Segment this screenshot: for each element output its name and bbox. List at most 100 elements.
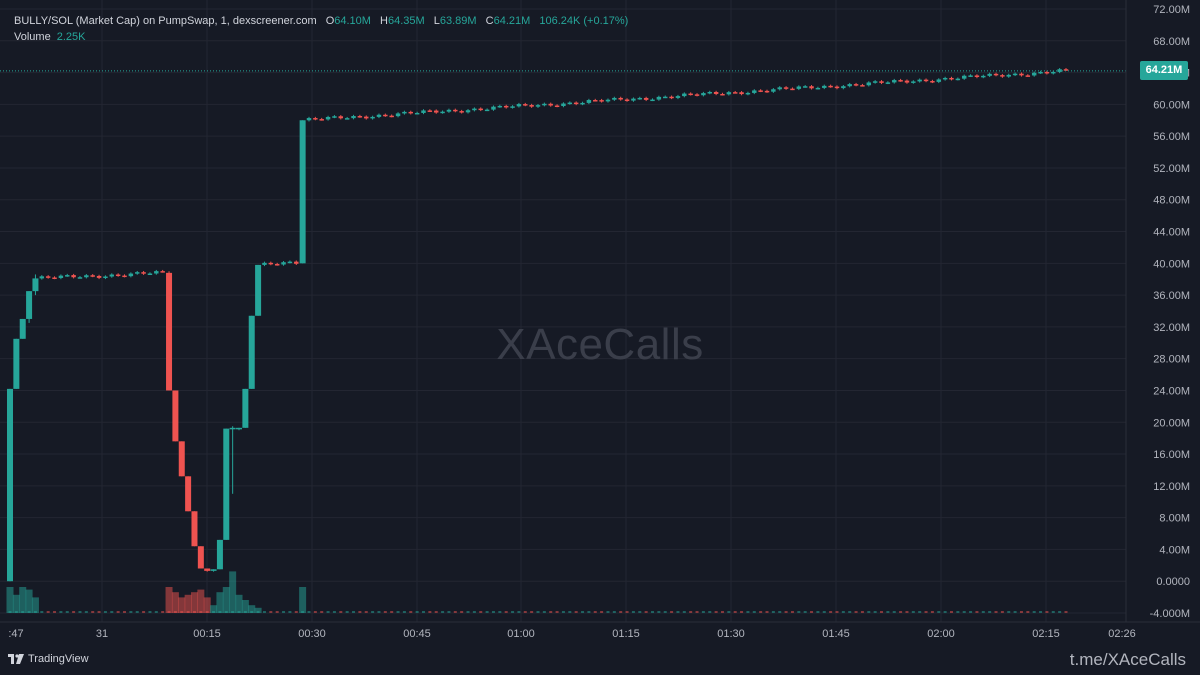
- candle-up: [847, 84, 852, 87]
- open-value: 64.10M: [334, 15, 371, 27]
- volume-tick: [479, 611, 483, 613]
- candle-up: [586, 100, 592, 103]
- volume-tick: [161, 611, 165, 613]
- volume-tick: [727, 611, 731, 613]
- close-label: C: [485, 15, 494, 27]
- volume-tick: [994, 611, 998, 613]
- candle-down: [185, 476, 192, 512]
- x-tick-label: :47: [8, 628, 23, 640]
- volume-tick: [899, 611, 903, 613]
- candle-up: [961, 75, 967, 79]
- candle-down: [713, 91, 719, 94]
- tradingview-logo[interactable]: TradingView: [8, 653, 89, 665]
- y-tick-label: -4.000M: [1150, 608, 1190, 620]
- candle-up: [7, 388, 13, 582]
- volume-tick: [288, 611, 292, 613]
- volume-tick: [205, 611, 209, 613]
- volume-tick: [1019, 611, 1023, 613]
- candle-up: [19, 318, 26, 339]
- volume-tick: [199, 611, 203, 613]
- price-axis[interactable]: -4.000M 0.0000 4.00M 8.00M 12.00M 16.00M 20.00…: [1150, 4, 1190, 620]
- candle-up: [777, 87, 782, 90]
- volume-tick: [549, 611, 553, 613]
- candle-down: [166, 272, 173, 391]
- candle-up: [637, 97, 643, 100]
- volume-tick: [746, 611, 750, 613]
- volume-bar: [222, 587, 230, 613]
- volume-tick: [421, 611, 425, 613]
- candle-up: [216, 539, 223, 570]
- candle-down: [96, 275, 102, 278]
- candle-down: [52, 277, 57, 280]
- candle-up: [287, 261, 293, 264]
- volume-tick: [593, 611, 597, 613]
- candle-up: [32, 278, 39, 292]
- volume-tick: [116, 611, 120, 613]
- candle-up: [351, 116, 356, 119]
- candle-down: [694, 94, 700, 96]
- candle-up: [822, 85, 827, 88]
- candle-up: [248, 315, 255, 389]
- candle-up: [567, 102, 573, 105]
- volume-tick: [59, 611, 63, 613]
- volume-tick: [638, 611, 642, 613]
- candle-up: [745, 92, 751, 95]
- candle-down: [1063, 69, 1069, 71]
- candle-up: [885, 82, 891, 84]
- candle-up: [414, 112, 420, 115]
- volume-tick: [307, 611, 311, 613]
- volume-tick: [434, 611, 438, 613]
- volume-tick: [937, 611, 941, 613]
- credit-text[interactable]: t.me/XAceCalls: [1069, 650, 1186, 669]
- volume-tick: [759, 611, 763, 613]
- volume-tick: [676, 611, 680, 613]
- candle-down: [720, 93, 725, 96]
- volume-tick: [930, 611, 934, 613]
- volume-tick: [14, 611, 18, 613]
- high-label: H: [380, 15, 388, 27]
- volume-tick: [733, 611, 737, 613]
- volume-tick: [345, 611, 349, 613]
- volume-tick: [911, 611, 915, 613]
- candle-up: [402, 111, 407, 114]
- candle-down: [160, 271, 165, 273]
- candle-up: [968, 75, 973, 77]
- x-tick-label: 00:45: [403, 628, 431, 640]
- candle-up: [1006, 74, 1011, 77]
- candle-up: [542, 103, 547, 106]
- volume-bar: [178, 597, 186, 613]
- low-value: 63.89M: [439, 15, 477, 27]
- volume-tick: [962, 611, 966, 613]
- volume-tick: [485, 611, 489, 613]
- candle-up: [84, 275, 89, 278]
- volume-tick: [988, 611, 992, 613]
- candle-up: [726, 92, 732, 95]
- candle-up: [210, 569, 217, 571]
- candle-up: [1051, 71, 1056, 74]
- volume-tick: [740, 611, 744, 613]
- time-axis[interactable]: :47 31 00:15 00:30 00:45 01:00 01:15 01:30 01:45…: [8, 628, 1135, 640]
- candle-down: [1025, 75, 1031, 77]
- volume-tick: [269, 611, 273, 613]
- volume-tick: [542, 611, 546, 613]
- candle-down: [993, 73, 999, 76]
- chart-legend: BULLY/SOL (Market Cap) on PumpSwap, 1, d…: [14, 13, 628, 45]
- volume-tick: [173, 611, 177, 613]
- volume-bar: [171, 592, 179, 613]
- candle-down: [930, 81, 935, 83]
- candle-down: [319, 119, 324, 121]
- symbol-title[interactable]: BULLY/SOL (Market Cap) on PumpSwap, 1, d…: [14, 15, 317, 27]
- x-tick-label: 02:26: [1108, 628, 1136, 640]
- volume-tick: [771, 611, 775, 613]
- candle-down: [783, 87, 789, 89]
- volume-tick: [530, 611, 534, 613]
- candle-up: [497, 105, 503, 108]
- candle-up: [707, 91, 712, 94]
- y-tick-label: 40.00M: [1153, 258, 1190, 270]
- volume-tick: [364, 611, 368, 613]
- volume-tick: [587, 611, 591, 613]
- volume-tick: [949, 611, 953, 613]
- volume-tick: [561, 611, 565, 613]
- volume-bar: [12, 594, 20, 613]
